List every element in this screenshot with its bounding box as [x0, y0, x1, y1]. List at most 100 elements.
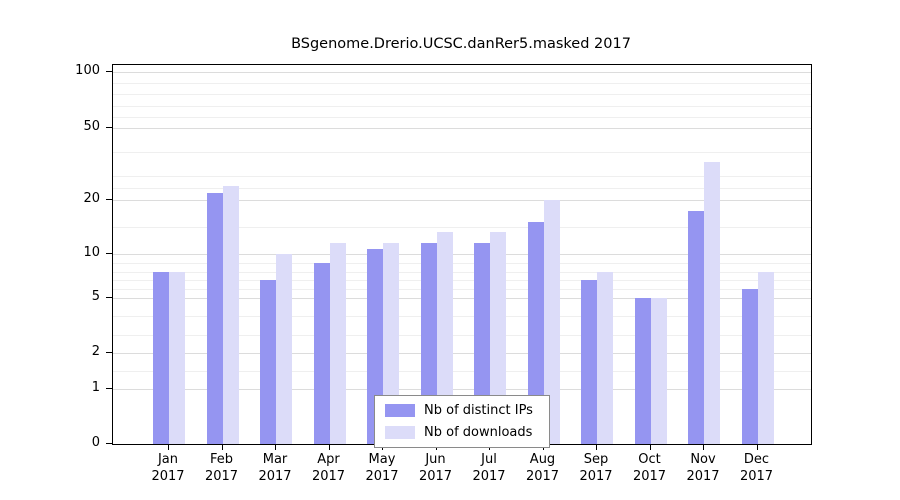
legend-swatch-downloads	[385, 426, 415, 439]
major-gridline	[113, 72, 811, 73]
x-tick-label-nov: Nov 2017	[671, 452, 735, 485]
x-tick-mark	[275, 445, 276, 450]
bar-distinct-ips-jun	[420, 243, 437, 444]
x-tick-month: Oct	[638, 452, 661, 467]
y-tick-label-10: 10	[83, 245, 100, 260]
x-tick-month: Feb	[209, 452, 234, 467]
x-tick-month: Jul	[481, 452, 497, 467]
y-tick-label-0: 0	[91, 435, 100, 450]
legend-entry-distinct-ips: Nb of distinct IPs	[385, 403, 533, 418]
bar-downloads-may	[383, 243, 399, 444]
minor-gridline	[113, 176, 811, 177]
x-tick-year: 2017	[739, 468, 774, 484]
minor-gridline	[113, 271, 811, 273]
x-tick-month: May	[368, 452, 396, 467]
legend-label-distinct-ips: Nb of distinct IPs	[424, 403, 533, 418]
minor-gridline	[113, 116, 811, 118]
bar-distinct-ips-nov	[688, 210, 704, 444]
minor-gridline	[113, 371, 811, 372]
bar-distinct-ips-dec	[741, 289, 758, 444]
x-tick-year: 2017	[472, 468, 506, 484]
bar-downloads-aug	[543, 200, 560, 444]
x-tick-month: Dec	[743, 452, 770, 467]
x-tick-month: Jan	[157, 452, 179, 467]
y-tick-label-2: 2	[91, 344, 100, 359]
x-tick-year: 2017	[258, 468, 292, 484]
x-tick-label-feb: Feb 2017	[190, 452, 254, 485]
x-tick-mark	[703, 445, 704, 450]
minor-gridline	[113, 152, 811, 153]
minor-gridline	[113, 94, 811, 96]
bar-downloads-apr	[329, 243, 346, 444]
minor-gridline	[113, 105, 811, 107]
bar-distinct-ips-aug	[527, 221, 544, 444]
x-tick-year: 2017	[365, 468, 399, 484]
minor-gridline	[113, 188, 811, 189]
x-tick-month: Apr	[317, 452, 340, 467]
y-tick-mark	[106, 71, 112, 72]
major-gridline	[113, 254, 811, 255]
bar-downloads-sep	[597, 271, 613, 444]
x-tick-label-jan: Jan 2017	[136, 452, 200, 485]
x-tick-year: 2017	[686, 468, 720, 484]
x-tick-label-oct: Oct 2017	[618, 452, 682, 485]
bar-distinct-ips-oct	[634, 298, 651, 444]
bars	[113, 65, 811, 444]
bar-downloads-oct	[650, 298, 667, 444]
bar-distinct-ips-feb	[206, 192, 223, 444]
bar-downloads-jun	[436, 232, 453, 444]
bar-downloads-jan	[169, 271, 185, 444]
x-tick-year: 2017	[418, 468, 453, 484]
x-tick-label-dec: Dec 2017	[725, 452, 789, 485]
y-tick-label-20: 20	[83, 191, 100, 206]
legend-swatch-distinct-ips	[385, 404, 415, 417]
y-tick-mark	[106, 388, 112, 389]
gridlines	[113, 65, 811, 444]
x-tick-mark	[328, 445, 330, 450]
x-tick-label-mar: Mar 2017	[243, 452, 307, 485]
bar-downloads-feb	[222, 185, 239, 444]
x-tick-year: 2017	[632, 468, 667, 484]
x-tick-month: Aug	[529, 452, 556, 467]
major-gridline	[113, 128, 811, 129]
plot-area: Nb of distinct IPs Nb of downloads	[112, 64, 812, 448]
x-tick-label-sep: Sep 2017	[564, 452, 628, 485]
legend-entry-downloads: Nb of downloads	[385, 425, 533, 440]
y-tick-label-1: 1	[91, 380, 100, 395]
bar-downloads-nov	[704, 161, 720, 444]
x-tick-month: Jun	[425, 452, 446, 467]
y-tick-mark	[106, 352, 112, 353]
y-tick-mark	[106, 199, 112, 200]
legend-label-downloads: Nb of downloads	[424, 425, 533, 440]
y-tick-mark	[106, 443, 112, 444]
y-tick-mark	[106, 253, 112, 254]
x-tick-year: 2017	[204, 468, 239, 484]
x-tick-label-jul: Jul 2017	[457, 452, 521, 485]
x-tick-mark	[596, 445, 597, 450]
bar-distinct-ips-apr	[313, 262, 330, 444]
bar-downloads-dec	[757, 271, 774, 444]
major-gridline	[113, 298, 811, 299]
y-tick-mark	[106, 127, 112, 128]
bar-distinct-ips-mar	[260, 280, 276, 444]
x-tick-mark	[756, 445, 758, 450]
x-tick-year: 2017	[579, 468, 613, 484]
y-tick-label-50: 50	[83, 119, 100, 134]
y-tick-label-100: 100	[75, 63, 100, 78]
major-gridline	[113, 389, 811, 390]
chart-title: BSgenome.Drerio.UCSC.danRer5.masked 2017	[291, 36, 631, 52]
x-tick-mark	[168, 445, 169, 450]
minor-gridline	[113, 280, 811, 282]
major-gridline	[113, 353, 811, 354]
x-tick-mark	[649, 445, 651, 450]
bar-distinct-ips-jul	[474, 243, 490, 444]
x-tick-mark	[221, 445, 223, 450]
minor-gridline	[113, 289, 811, 291]
x-tick-label-aug: Aug 2017	[511, 452, 575, 485]
y-tick-label-5: 5	[91, 289, 100, 304]
y-tick-mark	[106, 297, 112, 298]
x-tick-label-may: May 2017	[350, 452, 414, 485]
x-tick-month: Mar	[262, 452, 288, 467]
x-tick-year: 2017	[525, 468, 560, 484]
